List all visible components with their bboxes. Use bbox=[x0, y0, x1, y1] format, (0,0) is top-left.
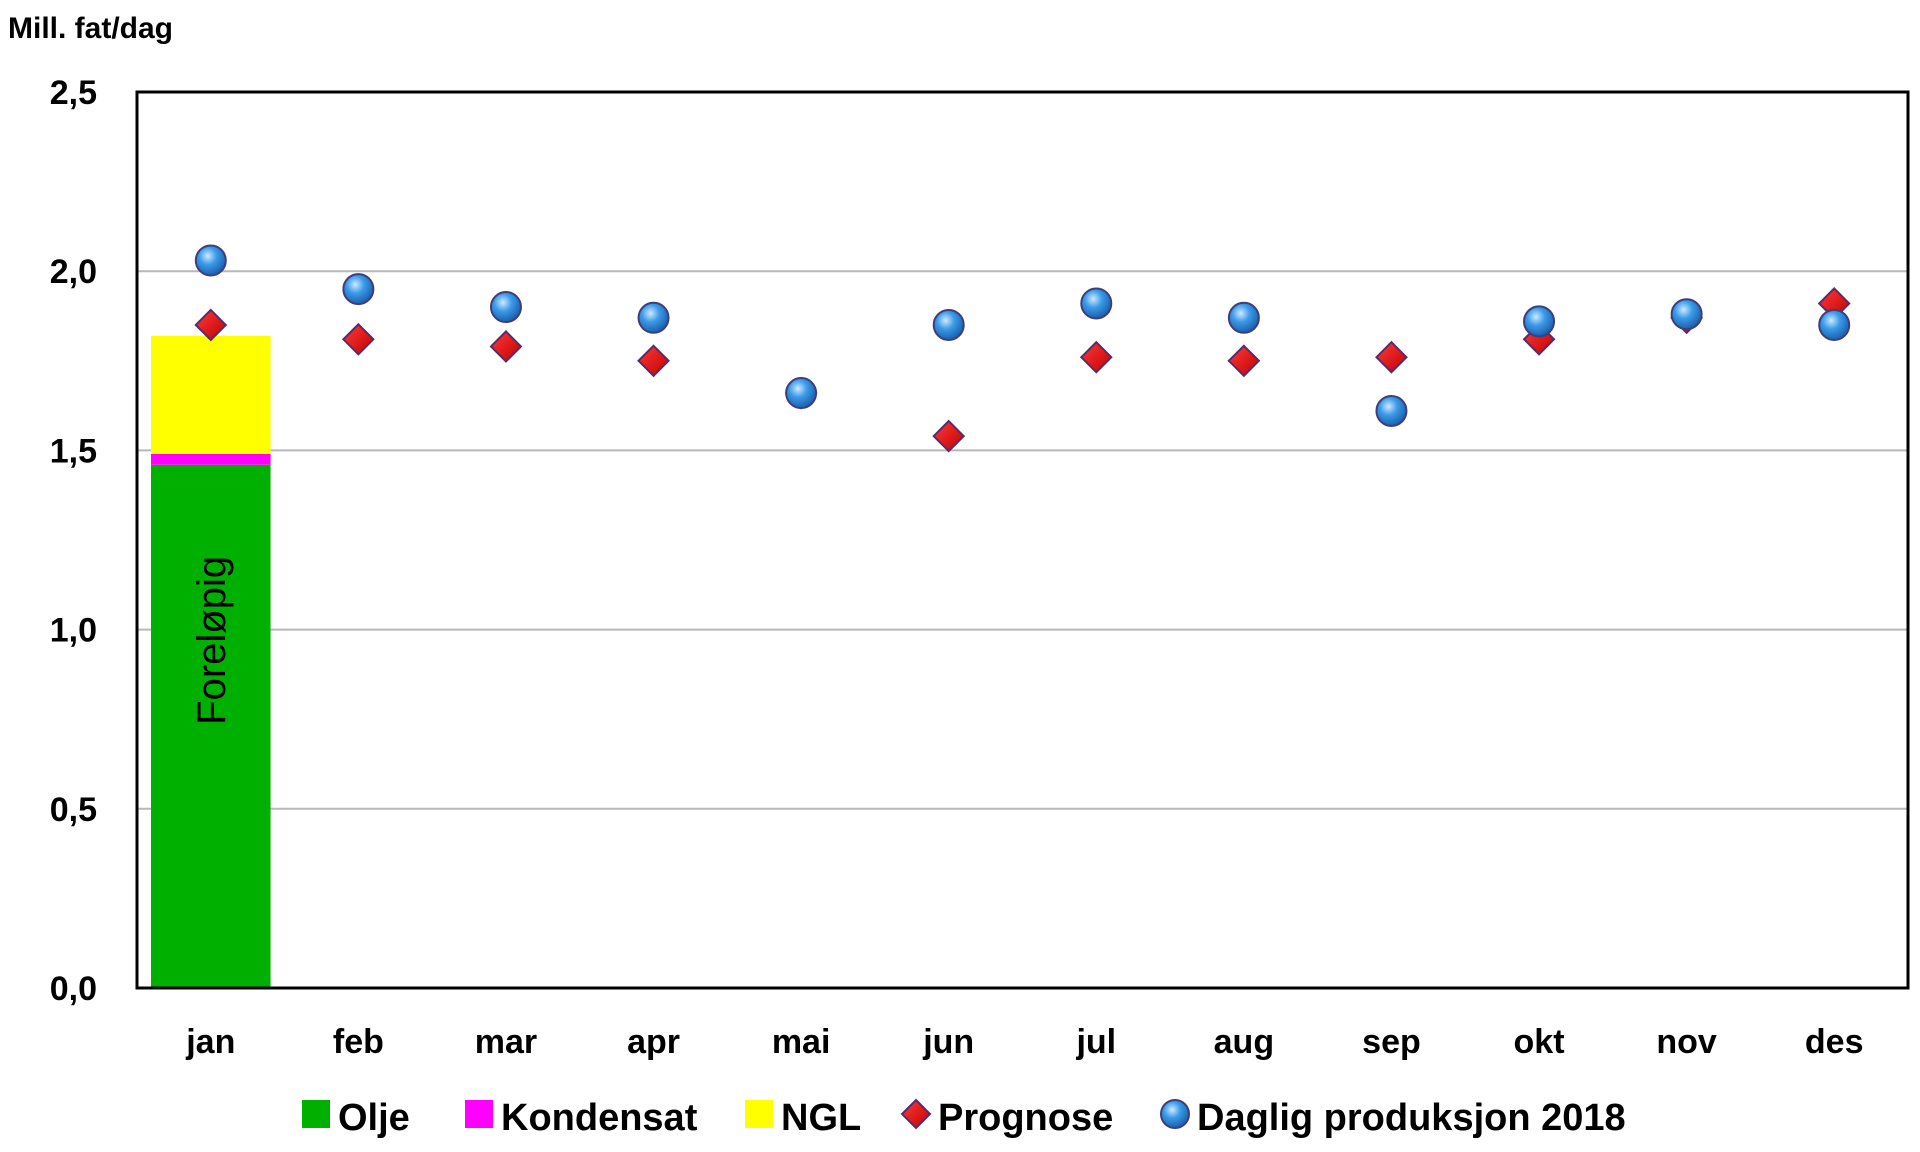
daglig-produksjon-marker bbox=[637, 301, 670, 334]
bar-segment-ngl bbox=[151, 335, 271, 454]
legend-item: Prognose bbox=[900, 1097, 1113, 1139]
legend-swatch-ngl bbox=[745, 1100, 773, 1128]
legend-swatch-prognose bbox=[900, 1098, 932, 1130]
x-tick-label: mar bbox=[475, 1023, 537, 1061]
bar-segment-kondensat bbox=[151, 453, 271, 465]
prognose-marker bbox=[1079, 340, 1113, 374]
legend-label: Kondensat bbox=[501, 1097, 698, 1139]
legend-item: Olje bbox=[302, 1097, 410, 1139]
prognose-marker bbox=[489, 330, 523, 363]
plot-area: 0,0 0,5 1,0 1,5 2,0 2,5 Mill. fat/dag Foreløpig… bbox=[8, 12, 1910, 1061]
prognose-marker bbox=[932, 419, 966, 453]
legend-label: NGL bbox=[781, 1097, 861, 1139]
x-tick-label: sep bbox=[1362, 1023, 1421, 1061]
y-tick-label: 1,5 bbox=[50, 432, 97, 470]
bar-segment-olje bbox=[151, 464, 271, 989]
legend-item: Kondensat bbox=[465, 1097, 698, 1139]
y-tick-label: 0,0 bbox=[50, 970, 97, 1008]
prognose-marker bbox=[1375, 340, 1408, 374]
daglig-produksjon-marker bbox=[194, 244, 227, 277]
daglig-produksjon-marker bbox=[489, 291, 522, 324]
x-tick-label: jul bbox=[1075, 1023, 1116, 1061]
legend-swatch-kondensat bbox=[465, 1100, 493, 1128]
x-tick-label: okt bbox=[1514, 1023, 1565, 1061]
legend-swatch-daglig-produksjon bbox=[1160, 1099, 1190, 1129]
x-tick-label: feb bbox=[333, 1023, 384, 1061]
legend-swatch-olje bbox=[302, 1100, 330, 1128]
y-tick-label: 0,5 bbox=[50, 791, 97, 829]
legend-label: Olje bbox=[338, 1097, 410, 1139]
y-axis-label: Mill. fat/dag bbox=[8, 12, 173, 45]
daglig-produksjon-marker bbox=[932, 308, 965, 341]
legend-label: Prognose bbox=[938, 1097, 1113, 1139]
prognose-marker bbox=[637, 344, 670, 378]
prognose-marker bbox=[1227, 344, 1261, 378]
x-tick-label: apr bbox=[627, 1023, 680, 1061]
y-tick-label: 1,0 bbox=[50, 612, 97, 650]
daglig-produksjon-marker bbox=[785, 377, 818, 410]
x-tick-label: jun bbox=[922, 1023, 974, 1061]
prognose-marker bbox=[341, 322, 375, 356]
legend: Olje Kondensat NGL Prognose Daglig produksjo… bbox=[302, 1097, 1626, 1139]
x-tick-label: jan bbox=[185, 1023, 235, 1061]
daglig-produksjon-marker bbox=[1818, 308, 1851, 341]
legend-label: Daglig produksjon 2018 bbox=[1197, 1097, 1626, 1139]
x-tick-label: des bbox=[1805, 1023, 1864, 1061]
y-tick-label: 2,0 bbox=[50, 253, 97, 291]
x-tick-label: mai bbox=[772, 1023, 831, 1061]
daglig-produksjon-marker bbox=[1080, 287, 1113, 320]
plot-frame bbox=[135, 90, 1910, 990]
x-tick-label: aug bbox=[1214, 1023, 1274, 1061]
daglig-produksjon-marker bbox=[1227, 301, 1260, 334]
bar-annotation: Foreløpig bbox=[190, 556, 234, 725]
daglig-produksjon-marker bbox=[1670, 298, 1703, 331]
daglig-produksjon-marker bbox=[1523, 305, 1556, 338]
y-tick-label: 2,5 bbox=[50, 74, 97, 112]
daglig-produksjon-marker bbox=[1375, 394, 1408, 427]
daglig-produksjon-marker bbox=[342, 273, 375, 306]
x-tick-label: nov bbox=[1656, 1023, 1717, 1061]
prognose-marker bbox=[194, 308, 228, 342]
legend-item: NGL bbox=[745, 1097, 861, 1139]
legend-item: Daglig produksjon 2018 bbox=[1160, 1097, 1626, 1139]
